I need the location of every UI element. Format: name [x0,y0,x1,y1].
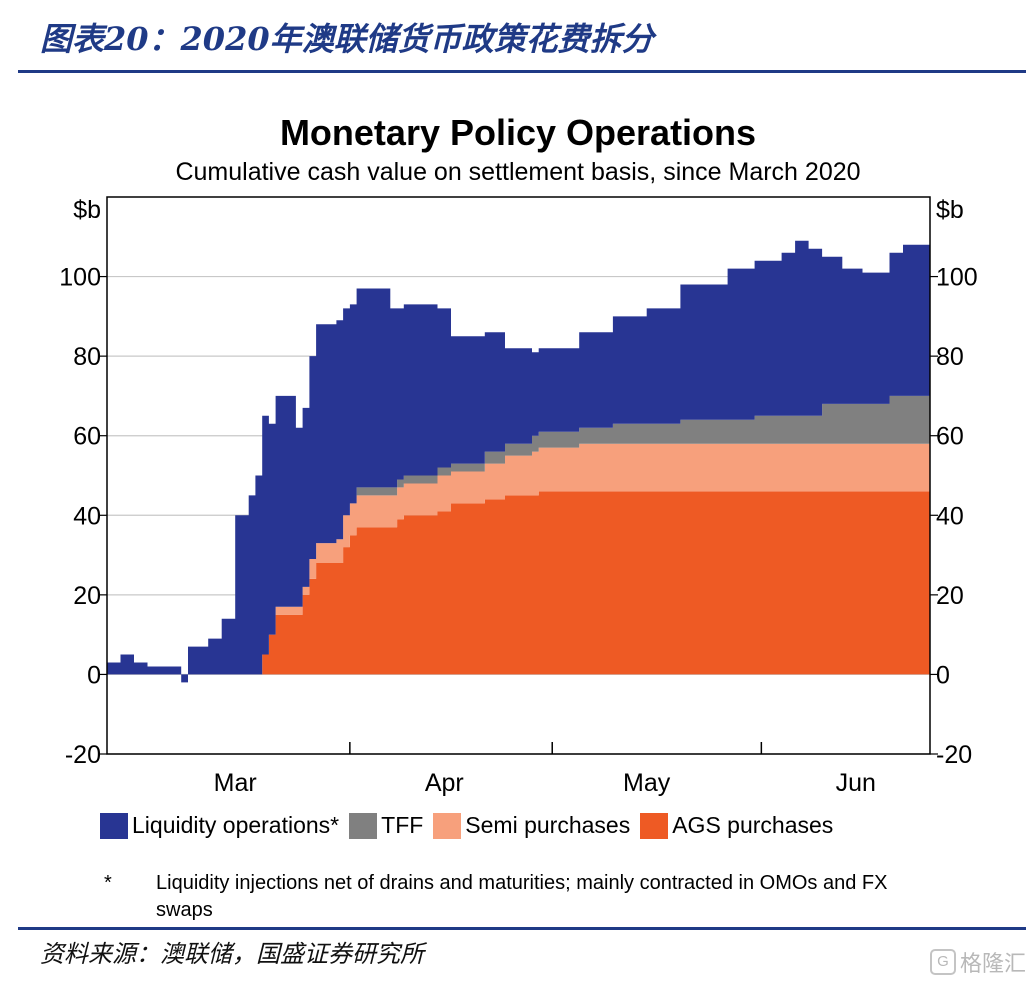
chart-subtitle: Cumulative cash value on settlement basi… [175,158,861,186]
y-tick-label-right: 0 [936,661,950,689]
legend-label-tff: TFF [381,812,424,838]
plot-frame [106,196,931,755]
series-area-liquidity-operations [107,240,930,683]
y-tick-label-left: 60 [73,423,101,451]
y-tick-label-left: 20 [73,582,101,610]
y-tick-label-right: 20 [936,582,964,610]
x-tick-label: May [623,769,671,797]
source-note: 资料来源：澳联储，国盛证券研究所 [40,940,424,968]
legend-label-semi: Semi purchases [465,812,631,838]
legend-swatch-semi [433,812,462,839]
y-tick-label-left: -20 [65,741,101,769]
legend-label-ags: AGS purchases [672,812,834,838]
watermark-text: 格隆汇 [959,951,1026,976]
y-tick-label-right: -20 [936,741,972,769]
legend-item-semi: Semi purchases [433,812,630,839]
legend-item-tff: TFF [349,812,423,839]
y-unit-label-left: $b [73,196,101,224]
series-area-semi-purchases [107,443,930,675]
legend-item-ags: AGS purchases [640,812,833,839]
figure-title: 图表20：2020年澳联储货币政策花费拆分 [40,20,654,58]
y-tick-label-left: 0 [87,661,101,689]
footnote-marker: * [104,872,112,894]
x-tick-label: Jun [836,769,876,797]
y-tick-label-left: 100 [59,264,101,292]
watermark: G 格隆汇 [929,946,1026,978]
top-divider [18,70,1026,73]
legend-label-liquidity: Liquidity operations* [132,812,340,838]
footnote-text: Liquidity injections net of drains and m… [156,872,888,921]
y-unit-label-right: $b [936,196,964,224]
legend-swatch-tff [349,812,378,839]
y-tick-label-right: 80 [936,343,964,371]
chart-legend: Liquidity operations* TFF Semi purchases… [100,812,843,839]
chart-title: Monetary Policy Operations [279,112,757,153]
legend-swatch-liquidity [100,812,128,839]
y-tick-label-left: 40 [73,502,101,530]
y-tick-label-left: 80 [73,343,101,371]
bottom-divider [18,927,1026,930]
legend-swatch-ags [640,812,669,839]
y-tick-label-right: 100 [936,264,978,292]
series-area-ags-purchases [107,491,930,675]
legend-item-liquidity: Liquidity operations* [100,812,339,839]
x-tick-label: Mar [214,769,257,797]
series-area-tff [107,395,930,675]
watermark-logo-icon: G [929,949,956,975]
y-tick-label-right: 60 [936,423,964,451]
x-tick-label: Apr [425,769,464,797]
y-tick-label-right: 40 [936,502,964,530]
